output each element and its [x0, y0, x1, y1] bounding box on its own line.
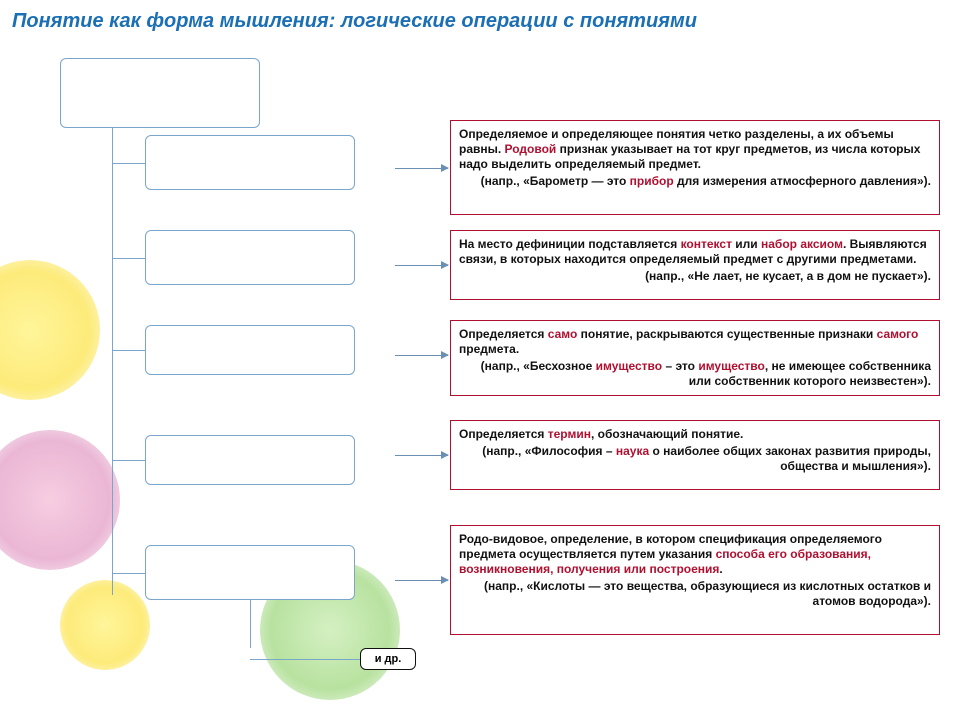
definition-box: Определяется само понятие, раскрываются … [450, 320, 940, 396]
definition-box: Родо-видовое, определение, в котором спе… [450, 525, 940, 635]
arrow [395, 455, 448, 456]
child-node [145, 435, 355, 485]
definition-box: Определяемое и определяющее понятия четк… [450, 120, 940, 215]
etc-label: и др. [361, 649, 415, 669]
tree-branch [112, 573, 145, 574]
tree-branch [112, 350, 145, 351]
etc-box: и др. [360, 648, 416, 670]
bg-sun-yellow-2 [60, 580, 150, 670]
arrow [395, 355, 448, 356]
root-node [60, 58, 260, 128]
arrow [395, 168, 448, 169]
child-node [145, 135, 355, 190]
page-title: Понятие как форма мышления: логические о… [12, 10, 697, 33]
bg-sun-pink [0, 430, 120, 570]
tree-branch [112, 258, 145, 259]
tree-trunk [112, 128, 113, 595]
tree-branch [112, 163, 145, 164]
etc-connector [250, 600, 251, 648]
child-node [145, 545, 355, 600]
tree-branch [112, 460, 145, 461]
definition-box: Определяется термин, обозначающий поняти… [450, 420, 940, 490]
etc-connector-h [250, 659, 360, 660]
child-node [145, 230, 355, 285]
arrow [395, 265, 448, 266]
child-node [145, 325, 355, 375]
definition-box: На место дефиниции подставляется контекс… [450, 230, 940, 300]
arrow [395, 580, 448, 581]
bg-sun-yellow [0, 260, 100, 400]
